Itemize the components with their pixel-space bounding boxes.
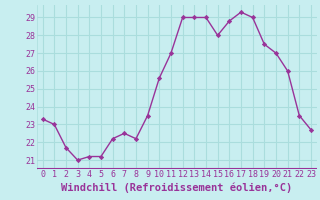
X-axis label: Windchill (Refroidissement éolien,°C): Windchill (Refroidissement éolien,°C) [61, 182, 292, 193]
